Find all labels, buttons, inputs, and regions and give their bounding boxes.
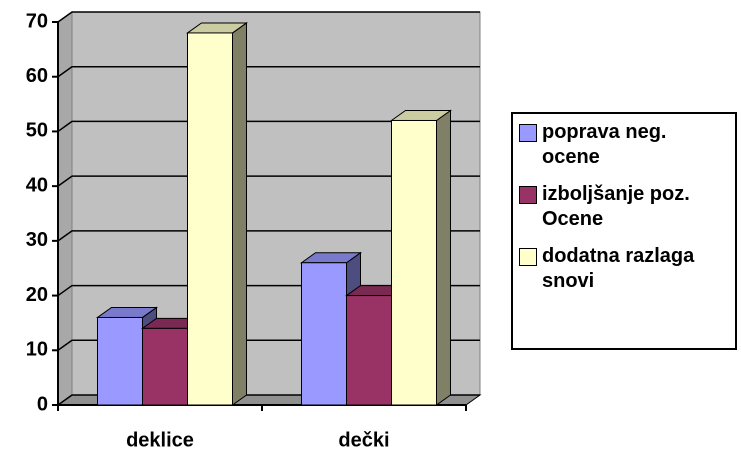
x-tick-label: dečki bbox=[338, 429, 389, 451]
bar bbox=[97, 316, 143, 406]
bar-side bbox=[436, 109, 451, 406]
bar-side bbox=[232, 21, 247, 406]
x-tick-label: deklice bbox=[126, 429, 194, 451]
grid-line bbox=[57, 65, 480, 78]
legend-label: poprava neg. ocene bbox=[542, 121, 667, 168]
grid-line bbox=[57, 230, 480, 242]
y-tick-label: 30 bbox=[26, 229, 48, 251]
y-tick-label: 20 bbox=[26, 284, 48, 306]
bar bbox=[391, 119, 437, 406]
y-tick-label: 10 bbox=[26, 339, 48, 361]
bar bbox=[346, 295, 392, 406]
legend-swatch bbox=[519, 124, 537, 142]
grid-line bbox=[57, 120, 480, 133]
grid-line bbox=[57, 11, 480, 23]
y-tick-label: 60 bbox=[26, 65, 48, 87]
y-tick-label: 40 bbox=[26, 174, 48, 196]
legend-label: dodatna razlaga snovi bbox=[542, 245, 695, 292]
y-tick-label: 0 bbox=[37, 393, 48, 415]
y-tick-label: 50 bbox=[26, 120, 48, 142]
legend-item: izboljšanje poz. Ocene bbox=[519, 182, 735, 232]
legend-item: dodatna razlaga snovi bbox=[519, 244, 735, 294]
legend-swatch bbox=[519, 186, 537, 204]
y-tick-label: 70 bbox=[26, 10, 48, 32]
legend-label: izboljšanje poz. Ocene bbox=[542, 183, 690, 230]
grid-line bbox=[57, 175, 480, 187]
legend: poprava neg. ocene izboljšanje poz. Ocene… bbox=[511, 112, 737, 350]
bar bbox=[187, 32, 233, 406]
legend-item: poprava neg. ocene bbox=[519, 120, 735, 170]
bar bbox=[301, 262, 347, 406]
bar bbox=[142, 327, 188, 406]
legend-swatch bbox=[519, 248, 537, 266]
